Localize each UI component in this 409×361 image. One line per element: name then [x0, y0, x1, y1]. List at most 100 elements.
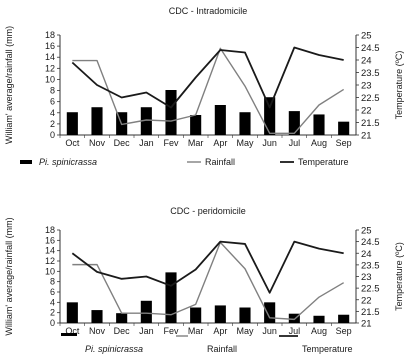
bar-pi-spinicrassa — [190, 307, 202, 323]
y2-tick-label: 21 — [361, 319, 372, 330]
bar-pi-spinicrassa — [338, 121, 350, 135]
bar-pi-spinicrassa — [91, 107, 103, 135]
bar-pi-spinicrassa — [288, 111, 300, 135]
bar-pi-spinicrassa — [165, 272, 177, 323]
bar-pi-spinicrassa — [313, 315, 325, 323]
x-tick-label: May — [236, 138, 254, 148]
x-tick-label: Dec — [114, 326, 131, 336]
legend-label: Temperature — [298, 157, 349, 167]
y2-tick-label: 22 — [361, 106, 372, 117]
bar-pi-spinicrassa — [239, 112, 251, 135]
y-tick-label: 16 — [45, 41, 55, 51]
y-tick-label: 6 — [50, 97, 55, 107]
bar-pi-spinicrassa — [66, 112, 78, 135]
bar-pi-spinicrassa — [214, 105, 226, 135]
y-tick-label: 0 — [50, 130, 55, 140]
x-tick-label: Fev — [163, 326, 179, 336]
y2-tick-label: 24 — [361, 249, 372, 260]
y-tick-label: 16 — [45, 235, 55, 245]
x-tick-label: Nov — [89, 138, 106, 148]
line-temperature — [71, 240, 344, 294]
x-tick-label: Oct — [65, 138, 80, 148]
y2-tick-label: 24.5 — [361, 237, 380, 248]
x-tick-label: Jan — [139, 326, 154, 336]
bar-pi-spinicrassa — [190, 115, 202, 135]
x-tick-label: Jun — [262, 138, 277, 148]
y-tick-label: 14 — [45, 52, 55, 62]
bar-pi-spinicrassa — [66, 302, 78, 323]
x-tick-label: Sep — [336, 326, 352, 336]
y-tick-label: 2 — [50, 119, 55, 129]
bar-pi-spinicrassa — [214, 305, 226, 323]
y2-tick-label: 22 — [361, 295, 372, 306]
y2-tick-label: 21 — [361, 131, 372, 142]
bar-pi-spinicrassa — [140, 107, 152, 135]
x-tick-label: Aug — [311, 138, 327, 148]
legend-swatch-bar — [61, 333, 77, 336]
y-tick-label: 12 — [45, 63, 55, 73]
x-tick-label: Jul — [289, 138, 301, 148]
bar-pi-spinicrassa — [264, 97, 276, 135]
legend: Pi. spinicrassa Rainfall Temperature — [20, 157, 349, 167]
y-tick-label: 2 — [50, 308, 55, 318]
x-tick-label: Jul — [289, 326, 301, 336]
bar-pi-spinicrassa — [116, 313, 128, 323]
line-temperature — [71, 46, 344, 109]
line-rainfall — [72, 241, 345, 321]
x-tick-label: May — [236, 326, 254, 336]
y-tick-label: 18 — [45, 30, 55, 40]
x-tick-label: Aug — [311, 326, 327, 336]
y-axis-label: William' average/rainfall (mm) — [4, 26, 14, 144]
y2-axis-label: Temperature (ºC) — [394, 51, 404, 120]
chart-title: CDC - Intradomicile — [169, 6, 248, 16]
y-tick-label: 0 — [50, 318, 55, 328]
line-rainfall — [72, 47, 345, 135]
y2-tick-label: 25 — [361, 226, 372, 237]
bar-pi-spinicrassa — [165, 90, 177, 135]
bar-pi-spinicrassa — [140, 300, 152, 323]
legend-label: Temperature — [302, 344, 353, 354]
bar-pi-spinicrassa — [91, 310, 103, 323]
legend: Pi. spinicrassa Rainfall Temperature — [61, 333, 353, 354]
y-tick-label: 8 — [50, 86, 55, 96]
x-tick-label: Fev — [163, 138, 179, 148]
y-tick-label: 10 — [45, 266, 55, 276]
y2-tick-label: 21.5 — [361, 118, 380, 129]
y-tick-label: 6 — [50, 287, 55, 297]
bar-pi-spinicrassa — [264, 302, 276, 323]
bar-pi-spinicrassa — [288, 313, 300, 323]
y-tick-label: 8 — [50, 277, 55, 287]
x-tick-label: Dec — [114, 138, 131, 148]
x-tick-label: Oct — [65, 326, 80, 336]
y2-tick-label: 23 — [361, 272, 372, 283]
bar-pi-spinicrassa — [239, 307, 251, 323]
y-tick-label: 10 — [45, 74, 55, 84]
y2-tick-label: 25 — [361, 31, 372, 42]
legend-label: Pi. spinicrassa — [85, 344, 143, 354]
y2-tick-label: 23 — [361, 81, 372, 92]
y-axis-label: William' average/rainfall (mm) — [4, 217, 14, 335]
y2-tick-label: 22.5 — [361, 93, 380, 104]
x-tick-label: Nov — [89, 326, 106, 336]
y-tick-label: 14 — [45, 246, 55, 256]
legend-swatch-bar — [20, 160, 32, 164]
legend-label: Rainfall — [205, 157, 235, 167]
x-tick-label: Mar — [188, 138, 204, 148]
bar-pi-spinicrassa — [338, 314, 350, 323]
y2-tick-label: 23.5 — [361, 260, 380, 271]
bar-pi-spinicrassa — [313, 114, 325, 135]
y2-tick-label: 22.5 — [361, 284, 380, 295]
x-tick-label: Jan — [139, 138, 154, 148]
y-tick-label: 4 — [50, 297, 55, 307]
y2-tick-label: 21.5 — [361, 307, 380, 318]
y2-tick-label: 24 — [361, 56, 372, 67]
chart-panel-2: CDC - peridomicile0246810121416182121.52… — [4, 206, 404, 354]
y-tick-label: 12 — [45, 256, 55, 266]
x-tick-label: Apr — [213, 326, 227, 336]
chart-title: CDC - peridomicile — [170, 206, 246, 216]
x-tick-label: Sep — [336, 138, 352, 148]
y2-tick-label: 23.5 — [361, 68, 380, 79]
y-tick-label: 18 — [45, 225, 55, 235]
